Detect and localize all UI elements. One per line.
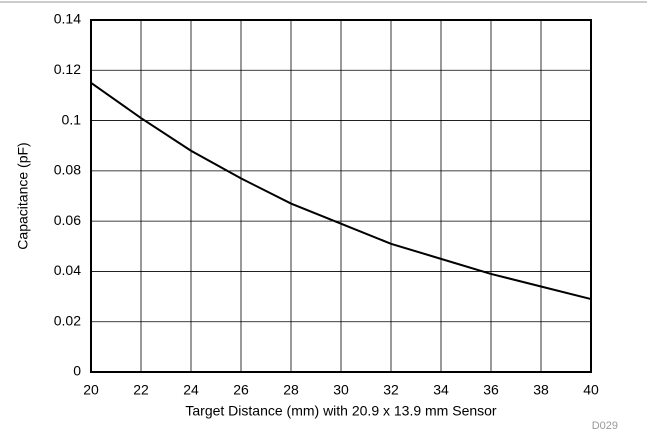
x-tick-label: 26: [233, 382, 249, 398]
x-tick-label: 28: [283, 382, 299, 398]
x-tick-label: 24: [183, 382, 199, 398]
x-tick-label: 40: [583, 382, 599, 398]
y-tick-label: 0: [73, 363, 81, 379]
y-tick-label: 0.08: [54, 162, 81, 178]
x-tick-label: 36: [483, 382, 499, 398]
x-tick-label: 22: [133, 382, 149, 398]
x-axis-label: Target Distance (mm) with 20.9 x 13.9 mm…: [185, 403, 497, 419]
y-tick-label: 0.04: [54, 262, 81, 278]
x-tick-label: 30: [333, 382, 349, 398]
x-tick-label: 20: [83, 382, 99, 398]
y-tick-label: 0.12: [54, 61, 81, 77]
y-tick-label: 0.14: [54, 11, 81, 27]
x-tick-label: 32: [383, 382, 399, 398]
y-tick-label: 0.02: [54, 312, 81, 328]
x-tick-label: 38: [533, 382, 549, 398]
y-tick-label: 0.1: [62, 111, 82, 127]
x-tick-label: 34: [433, 382, 449, 398]
plot-frame: [90, 19, 592, 373]
annotation: D029: [592, 420, 618, 432]
y-axis-label: Capacitance (pF): [15, 142, 31, 249]
data-line: [90, 82, 592, 301]
y-tick-label: 0.06: [54, 212, 81, 228]
